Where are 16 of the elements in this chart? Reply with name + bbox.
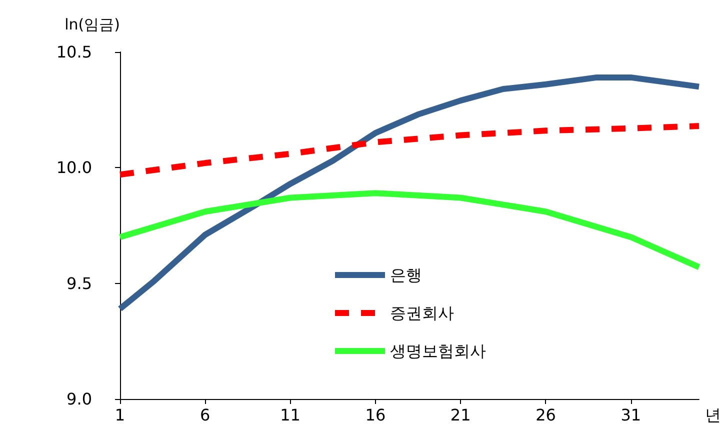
x-axis-title: 년	[705, 406, 721, 424]
legend-label: 생명보험회사	[390, 342, 486, 360]
legend-label: 증권회사	[390, 304, 454, 322]
x-tick-label: 1	[114, 406, 126, 424]
x-tick-label: 26	[536, 406, 556, 424]
y-tick-label: 10.0	[56, 158, 92, 178]
x-tick-label: 16	[365, 406, 386, 424]
y-tick-label: 10.5	[56, 42, 92, 62]
x-tick-label: 31	[620, 406, 642, 424]
x-tick-label: 11	[280, 406, 300, 424]
y-axis-title: ln(임금)	[64, 16, 120, 34]
x-tick-label: 21	[450, 406, 471, 424]
y-tick-label: 9.0	[66, 390, 92, 408]
x-tick-label: 6	[200, 406, 210, 424]
legend-label: 은행	[390, 266, 422, 284]
y-tick-label: 9.5	[66, 274, 92, 293]
